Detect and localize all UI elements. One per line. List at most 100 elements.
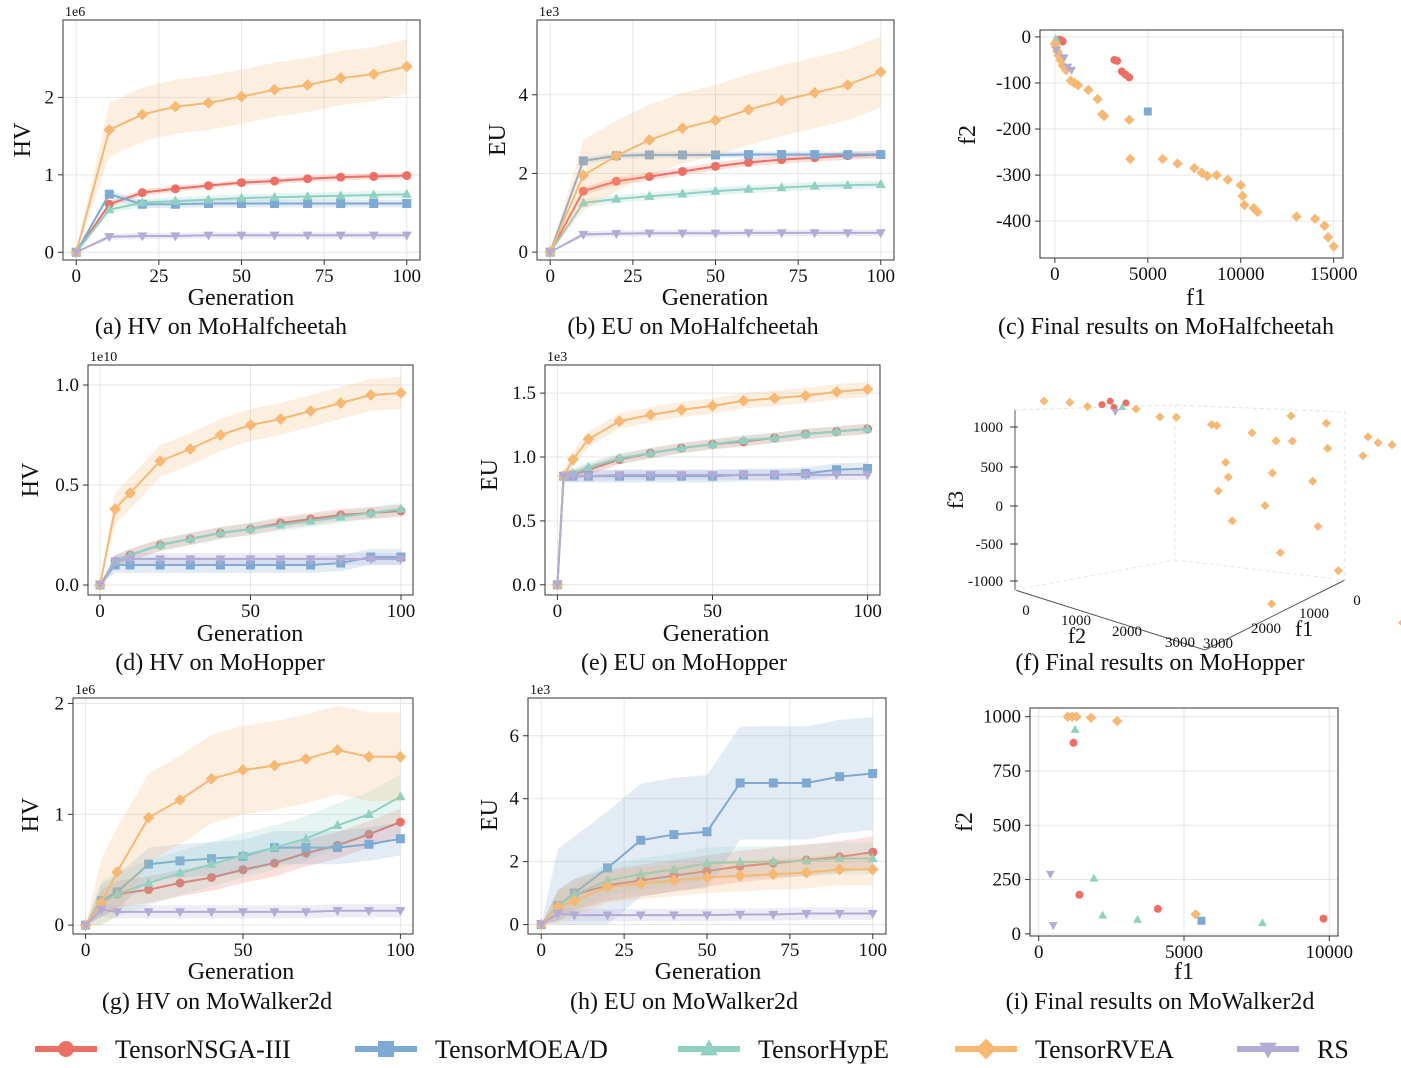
data-point-TensorHypE — [644, 190, 655, 200]
x-tick-label: 10000 — [1306, 942, 1354, 963]
data-point-TensorMOEA/D — [677, 150, 687, 160]
plot-frame — [87, 364, 414, 596]
data-point-RS — [738, 471, 749, 481]
data-point-TensorNSGA-III — [364, 829, 374, 839]
data-point-TensorRVEA — [768, 392, 781, 405]
data-point-TensorNSGA-III — [269, 858, 279, 868]
scatter-point-TensorRVEA — [1252, 206, 1263, 218]
y-tick-label: 1 — [45, 165, 55, 186]
data-point-TensorNSGA-III — [369, 171, 379, 181]
data-point-TensorMOEA/D — [144, 859, 154, 869]
z-tick-label: -1000 — [968, 574, 1003, 590]
scatter-point-TensorRVEA — [1057, 60, 1068, 71]
data-point-TensorMOEA/D — [246, 560, 255, 570]
x-axis-label: Generation — [662, 285, 769, 311]
data-point-RS — [125, 555, 136, 565]
data-point-TensorRVEA — [808, 86, 821, 99]
data-point-TensorRVEA — [866, 863, 879, 876]
data-point-TensorHypE — [710, 185, 721, 195]
y-axis-label: EU — [477, 459, 503, 491]
data-point-TensorHypE — [269, 191, 280, 201]
f2-axis-label: f2 — [1068, 623, 1086, 648]
y-tick-label: 1 — [55, 804, 65, 825]
data-point-TensorHypE — [635, 868, 646, 878]
data-point-TensorNSGA-III — [175, 878, 185, 888]
data-point-TensorMOEA/D — [155, 560, 165, 570]
f2-tick-label: 1000 — [1061, 613, 1091, 629]
x-tick-label: 100 — [387, 601, 416, 622]
data-point-TensorHypE — [569, 889, 580, 899]
axis-scale-label: 1e6 — [65, 5, 85, 20]
scatter-point-TensorRVEA — [1069, 77, 1080, 89]
x-tick-label: 0 — [81, 940, 91, 961]
data-point-RS — [215, 555, 226, 565]
data-point-RS — [269, 908, 280, 918]
data-point-TensorMOEA/D — [369, 198, 379, 208]
data-point-RS — [801, 909, 812, 919]
data-point-TensorHypE — [236, 192, 247, 202]
data-point-RS — [301, 908, 311, 918]
scatter-point-TensorNSGA-III — [1058, 37, 1067, 46]
x-tick-label: 50 — [241, 601, 260, 622]
data-point-TensorRVEA — [301, 79, 314, 91]
data-point-TensorNSGA-III — [402, 171, 412, 181]
x-tick-label: 10000 — [1217, 264, 1265, 285]
data-point-TensorHypE — [206, 858, 217, 868]
data-point-RS — [583, 472, 594, 482]
band-RS — [100, 553, 401, 585]
data-point-TensorRVEA — [841, 79, 854, 91]
scatter-point-RS — [1048, 921, 1058, 930]
data-point-TensorMOEA/D — [603, 863, 613, 873]
data-point-TensorHypE — [185, 533, 196, 543]
data-point-TensorMOEA/D — [636, 835, 646, 845]
data-point-RS — [365, 555, 376, 565]
y-tick-label: 0 — [510, 915, 520, 936]
data-point-TensorHypE — [611, 193, 622, 203]
data-point-RS — [578, 230, 589, 240]
band-TensorRVEA — [541, 853, 873, 925]
scatter3d-point-TensorRVEA — [1323, 443, 1333, 453]
chart-caption: (b) EU on MoHalfcheetah — [567, 314, 818, 340]
x-axis-label: f1 — [1174, 959, 1194, 985]
data-point-RS — [401, 231, 412, 241]
y-tick-label: 2 — [510, 852, 520, 873]
data-point-TensorNSGA-III — [336, 172, 346, 182]
y-tick-label: 0 — [55, 915, 65, 936]
data-point-RS — [335, 555, 346, 565]
scatter3d-point-TensorRVEA — [1321, 418, 1331, 428]
y-axis-label: HV — [18, 462, 44, 497]
scatter-point-TensorRVEA — [1111, 715, 1123, 727]
scatter3d-point-TensorRVEA — [1039, 396, 1049, 406]
scatter3d-point-TensorRVEA — [1155, 412, 1165, 422]
data-point-TensorRVEA — [304, 405, 317, 417]
scatter-point-TensorRVEA — [1124, 153, 1136, 165]
chart-e: 0 50 100 0.0 0.5 1.0 1.5 1e3 Generation EU (e) EU … — [477, 350, 882, 676]
chart-f: 1000 500 0 -500 -1000 0 1000 2000 3000 0 1000 2000 3… — [943, 396, 1401, 676]
legend-label: TensorMOEA/D — [435, 1035, 608, 1064]
scatter-point-RS — [1067, 66, 1077, 75]
data-point-TensorRVEA — [111, 866, 123, 878]
data-point-TensorHypE — [578, 197, 589, 207]
data-point-TensorRVEA — [861, 383, 874, 396]
y-tick-label: 0 — [1012, 924, 1022, 945]
scatter3d-point-RS — [1111, 409, 1120, 417]
scatter3d-point-TensorRVEA — [1131, 404, 1141, 414]
data-point-RS — [80, 921, 91, 931]
data-point-TensorNSGA-III — [395, 817, 405, 827]
scatter3d-point-TensorRVEA — [1287, 436, 1297, 446]
data-point-TensorHypE — [137, 197, 148, 207]
data-point-TensorNSGA-III — [578, 186, 588, 196]
chart-g: 0 50 100 0 1 2 1e6 Generation HV (g) HV on MoWalk… — [18, 683, 415, 1015]
y-tick-label: 0.0 — [512, 575, 536, 596]
x-tick-label: 0 — [1034, 942, 1044, 963]
data-point-RS — [743, 229, 754, 239]
data-point-RS — [800, 471, 811, 481]
data-point-TensorRVEA — [799, 389, 812, 402]
scatter-point-TensorRVEA — [1211, 169, 1222, 181]
data-point-TensorRVEA — [643, 134, 656, 146]
data-point-TensorRVEA — [742, 103, 755, 116]
scatter-point-TensorNSGA-III — [1319, 914, 1328, 923]
x-tick-label: 0 — [95, 601, 105, 622]
chart-caption: (i) Final results on MoWalker2d — [1006, 989, 1315, 1015]
x-tick-label: 100 — [867, 266, 896, 287]
